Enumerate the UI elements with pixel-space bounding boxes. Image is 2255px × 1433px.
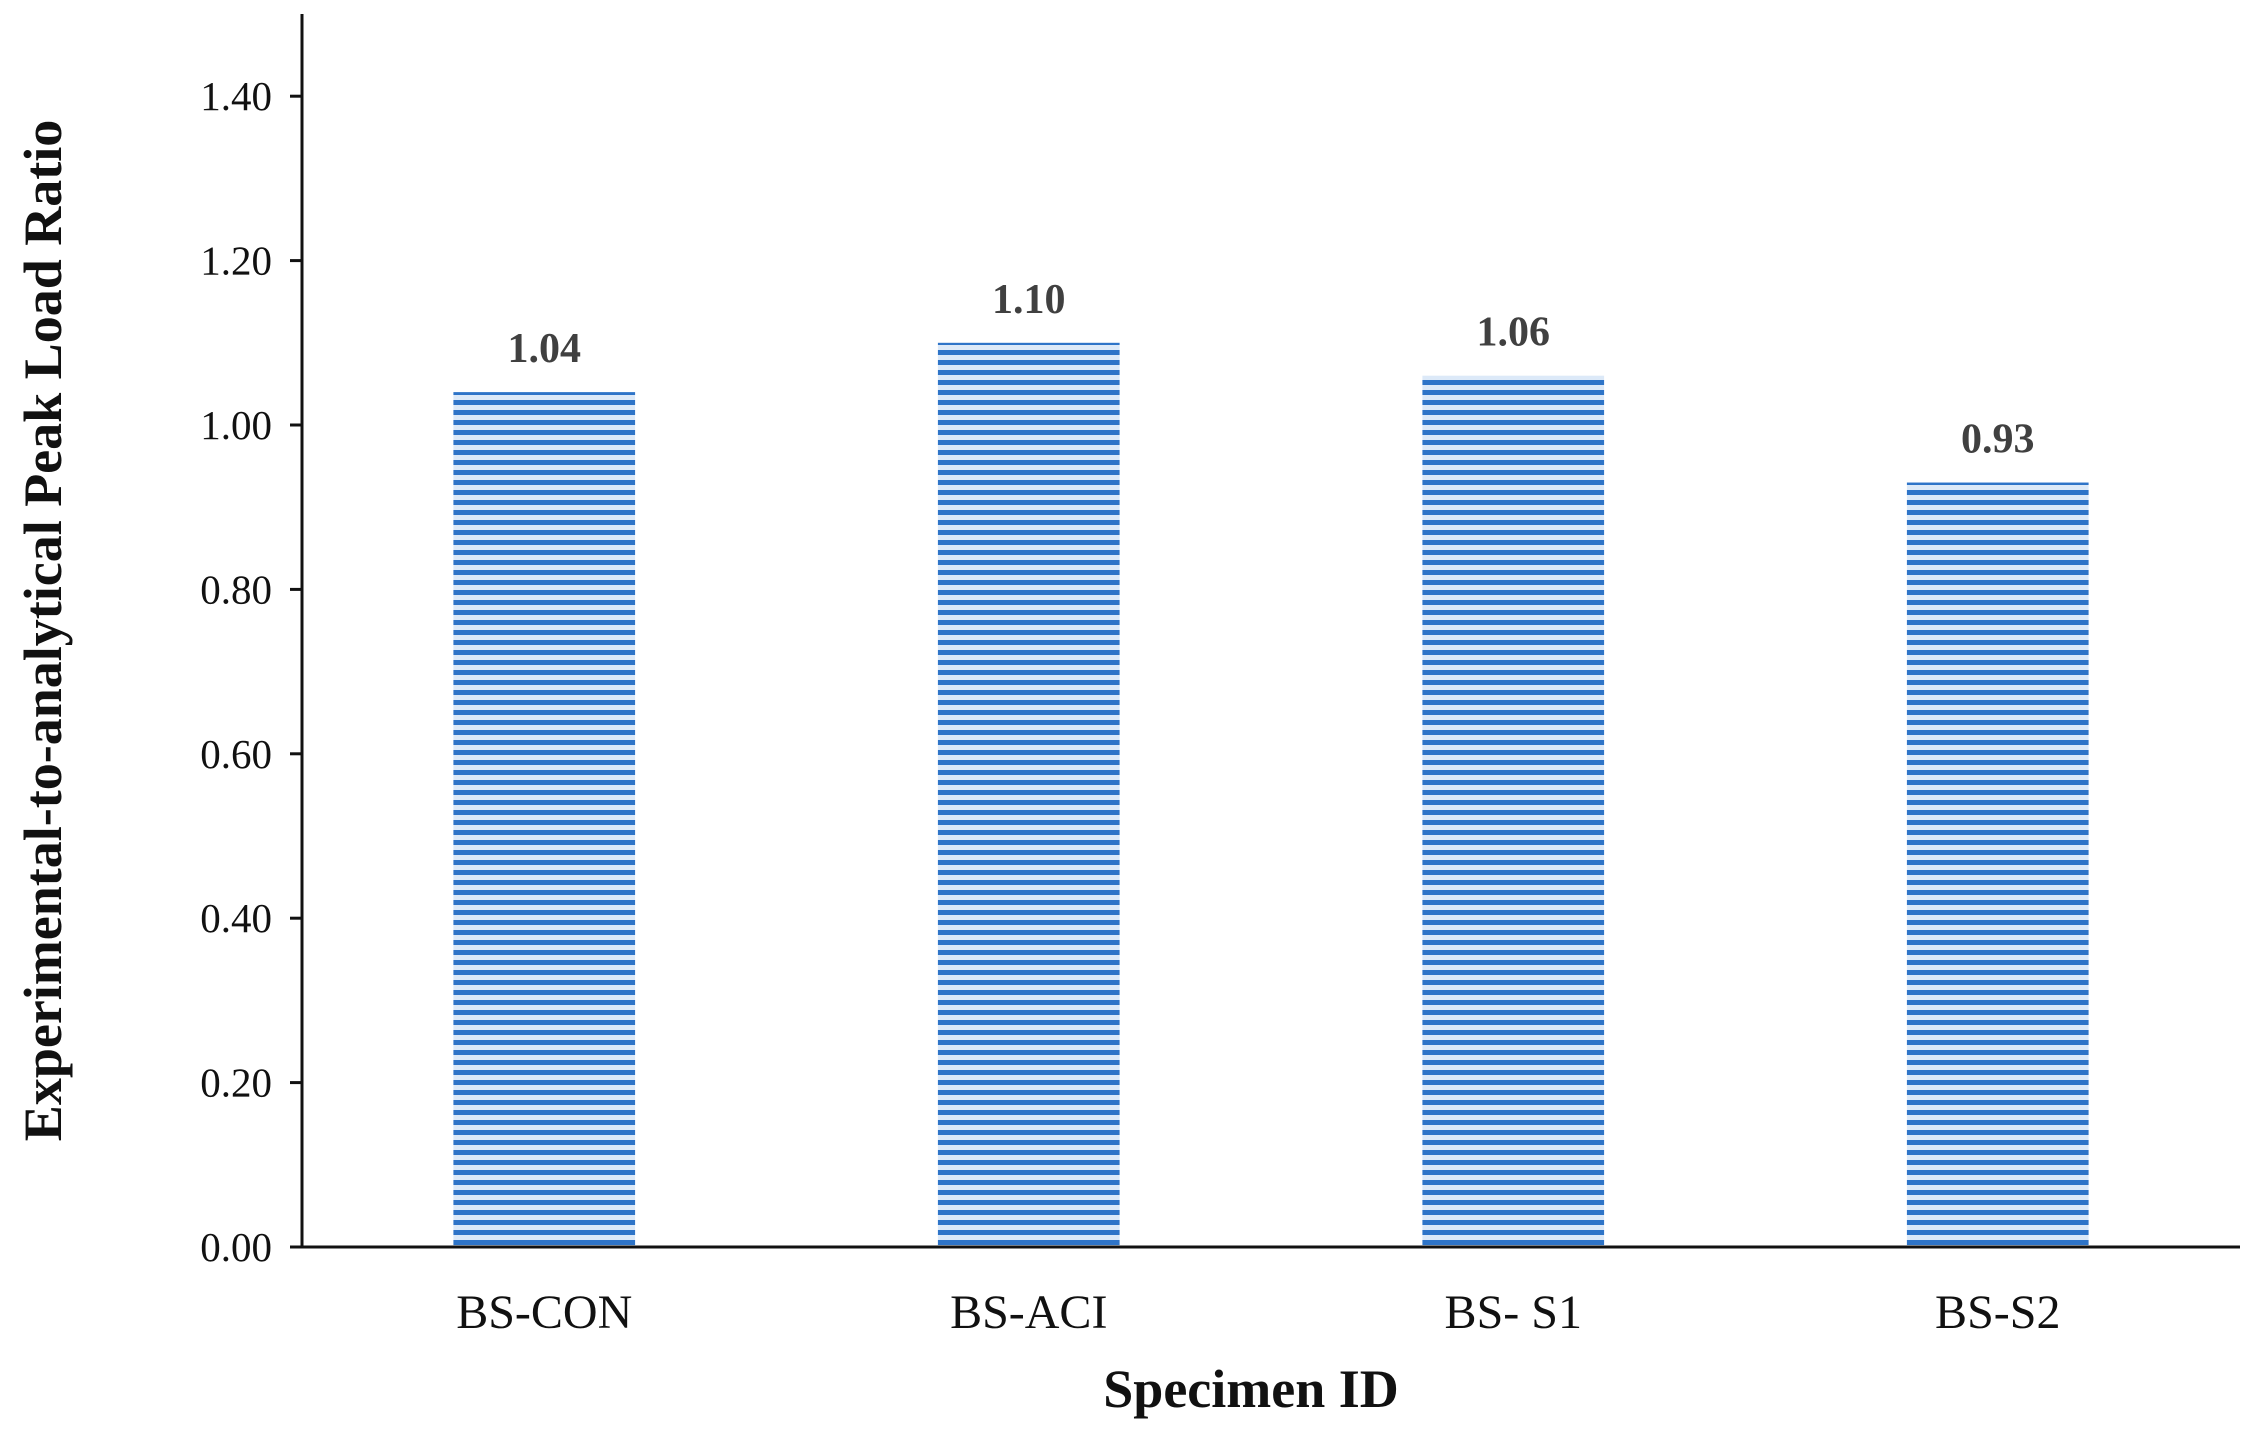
bars-group [453, 342, 2089, 1247]
bar-value-label: 1.04 [508, 326, 582, 372]
bar-value-label: 1.10 [992, 277, 1066, 323]
x-category-label: BS-ACI [950, 1286, 1107, 1339]
y-tick-label: 0.80 [200, 566, 272, 612]
y-tick-label: 1.20 [200, 238, 272, 284]
y-tick-label: 1.00 [200, 402, 272, 448]
y-axis-ticks: 0.00 0.20 0.40 0.60 0.80 1.00 1.20 1.40 [200, 73, 302, 1270]
bar-bs-con [453, 392, 636, 1247]
bar-value-label: 1.06 [1477, 310, 1551, 356]
bar-value-label: 0.93 [1961, 417, 2035, 463]
data-labels-group: 1.04 1.10 1.06 0.93 [508, 277, 2035, 463]
y-tick-label: 0.60 [200, 731, 272, 777]
y-tick-label: 0.40 [200, 895, 272, 941]
y-axis-title: Experimental-to-analytical Peak Load Rat… [13, 120, 73, 1141]
x-category-label: BS-S2 [1935, 1286, 2060, 1339]
bar-bs-aci [937, 342, 1120, 1247]
y-tick-label: 1.40 [200, 73, 272, 119]
x-axis-title: Specimen ID [1103, 1359, 1399, 1419]
x-axis-labels: BS-CON BS-ACI BS- S1 BS-S2 [456, 1286, 2060, 1339]
bar-bs-s1 [1422, 375, 1605, 1247]
y-tick-label: 0.20 [200, 1060, 272, 1106]
x-category-label: BS- S1 [1445, 1286, 1582, 1339]
bar-bs-s2 [1906, 482, 2089, 1247]
x-category-label: BS-CON [456, 1286, 632, 1339]
y-tick-label: 0.00 [200, 1224, 272, 1270]
